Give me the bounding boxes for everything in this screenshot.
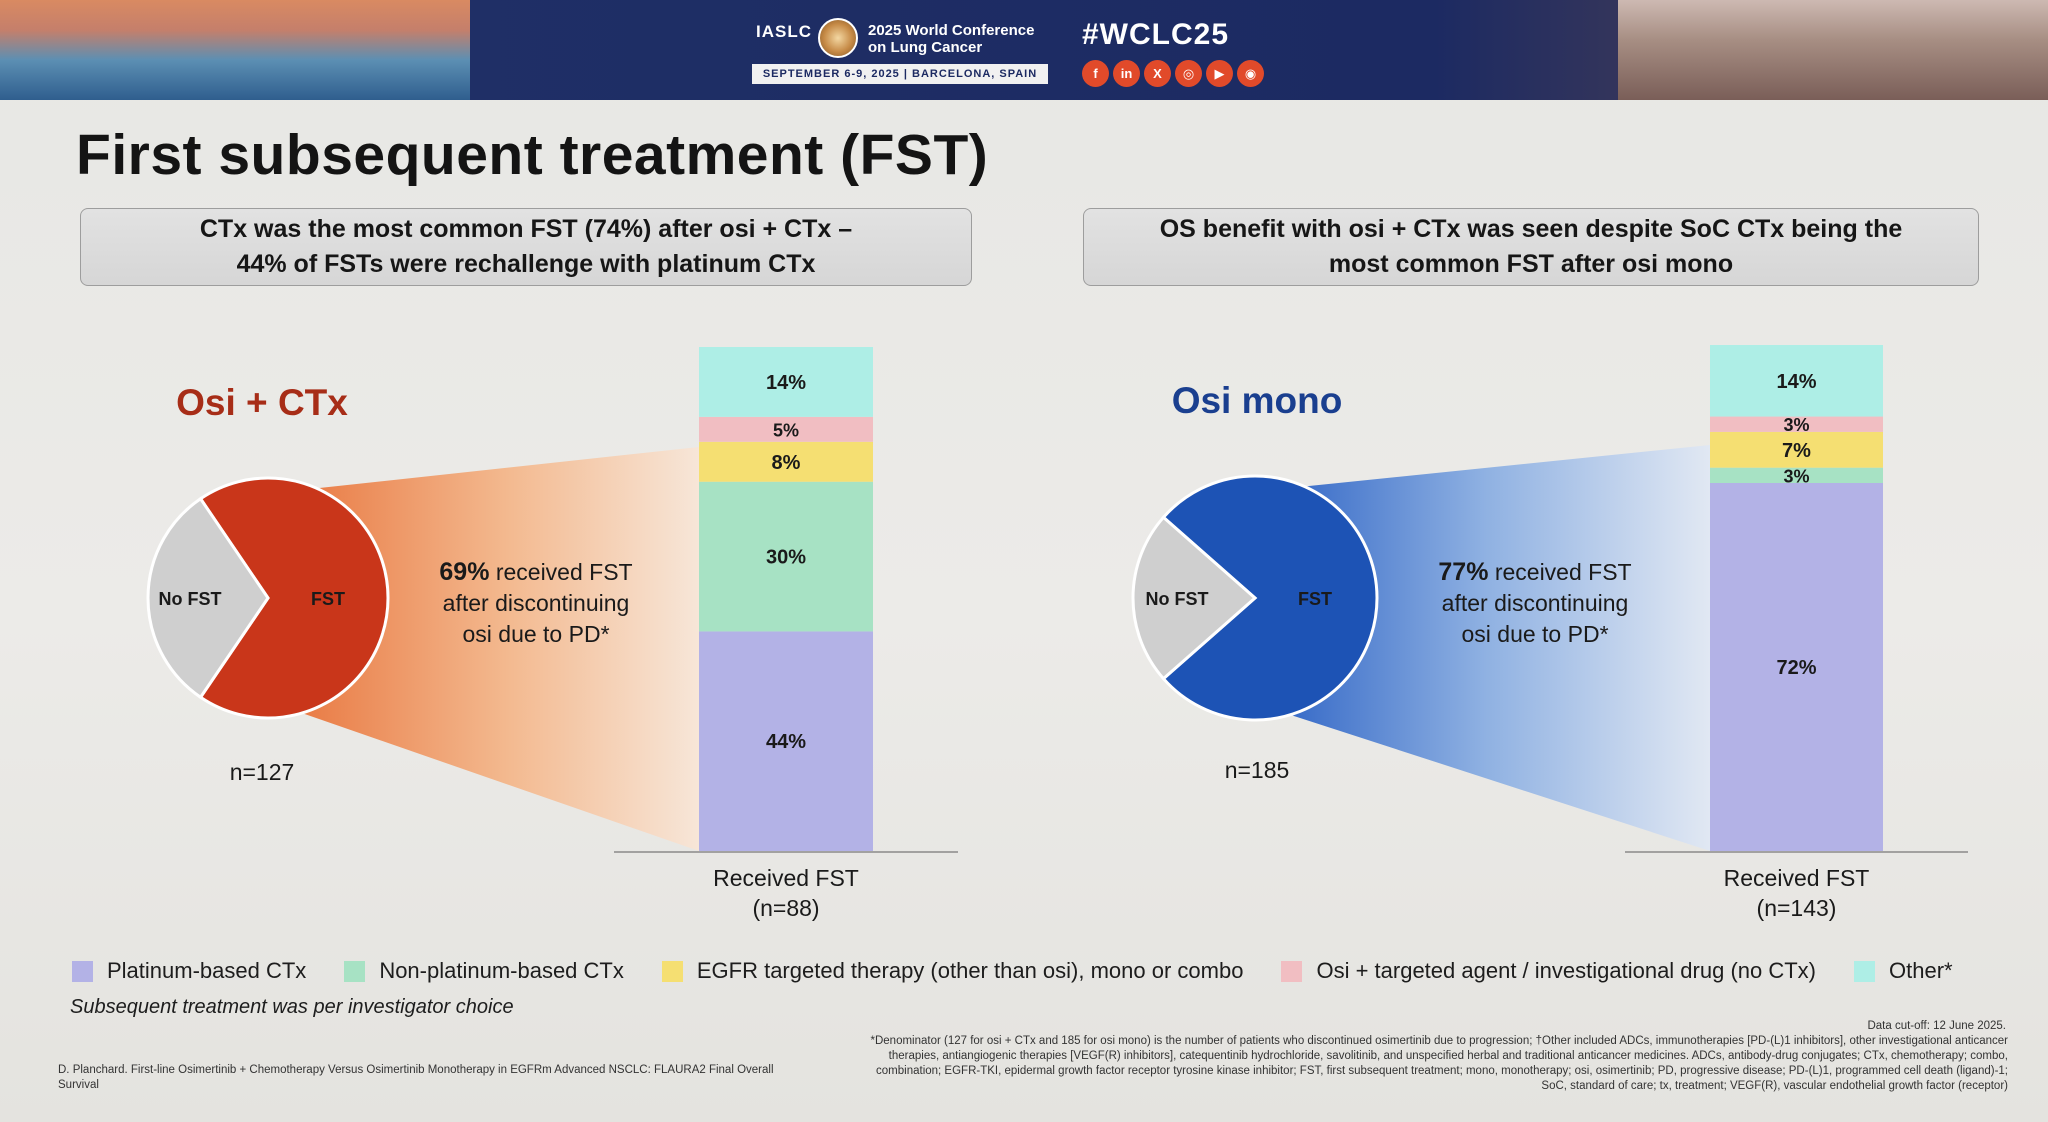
legend-item: EGFR targeted therapy (other than osi), … <box>661 958 1244 984</box>
wechat-icon[interactable]: ◉ <box>1237 60 1264 87</box>
barcelona-photo-right <box>1618 0 2048 100</box>
pie-slice-no-fst <box>146 496 270 700</box>
legend-label: Osi + targeted agent / investigational d… <box>1316 958 1817 983</box>
data-cutoff: Data cut-off: 12 June 2025. <box>1867 1020 2006 1032</box>
pie-label-fst: FST <box>311 589 345 609</box>
bar-data-label: 8% <box>772 452 801 474</box>
youtube-icon[interactable]: ▶ <box>1206 60 1233 87</box>
bar-data-label: 14% <box>1776 371 1816 393</box>
bar-segment <box>1710 345 1883 417</box>
pie-label-no-fst: No FST <box>159 589 222 609</box>
fst-annotation-line: after discontinuing <box>443 590 630 616</box>
bar-category-label: Received FST <box>1724 865 1870 891</box>
conference-name: 2025 World Conference on Lung Cancer <box>868 22 1035 56</box>
bar-segment <box>1710 467 1883 483</box>
bar-category-label: (n=143) <box>1757 895 1837 921</box>
fst-annotation-line: after discontinuing <box>1442 590 1629 616</box>
barcelona-photo-left <box>0 0 470 100</box>
bar-category-label: Received FST <box>713 865 859 891</box>
bar-segment <box>699 347 873 417</box>
bar-segment <box>1710 416 1883 432</box>
bar-data-label: 30% <box>766 547 806 569</box>
legend-swatch <box>1854 960 1876 982</box>
citation: D. Planchard. First-line Osimertinib + C… <box>58 1064 774 1091</box>
bar-segment <box>699 416 873 442</box>
bar-data-label: 5% <box>773 420 799 440</box>
bar-segment <box>699 631 873 851</box>
bar-data-label: 72% <box>1776 657 1816 679</box>
bar-segment <box>699 481 873 632</box>
bar-segment <box>1710 483 1883 851</box>
conference-dates: SEPTEMBER 6-9, 2025 | BARCELONA, SPAIN <box>752 64 1048 84</box>
legend-item: Other* <box>1854 958 1953 984</box>
legend-swatch <box>72 960 93 982</box>
legend-label: Platinum-based CTx <box>107 958 307 983</box>
pie-n-label: n=127 <box>230 759 295 785</box>
pie-label-fst: FST <box>1298 589 1332 609</box>
legend-swatch <box>1281 960 1303 982</box>
bar-segment <box>699 441 873 482</box>
legend-item: Platinum-based CTx <box>72 958 306 984</box>
pie-title: Osi mono <box>1172 380 1343 421</box>
bar-data-label: 44% <box>766 731 806 753</box>
iaslc-logo-text: IASLC <box>756 22 812 41</box>
facebook-icon[interactable]: f <box>1082 60 1109 87</box>
pie-slice-fst <box>198 476 390 720</box>
bar-data-label: 14% <box>766 372 806 394</box>
social-icons: f in X ◎ ▶ ◉ <box>1082 60 1264 87</box>
funnel-shape <box>273 447 699 851</box>
legend-item: Osi + targeted agent / investigational d… <box>1281 958 1816 984</box>
fst-annotation: 69% received FST <box>439 558 632 586</box>
conference-banner: IASLC 2025 World Conference on Lung Canc… <box>0 0 2048 100</box>
callout-left: CTx was the most common FST (74%) after … <box>80 208 972 286</box>
x-icon[interactable]: X <box>1144 60 1171 87</box>
pie-slice-no-fst <box>1131 515 1258 681</box>
conference-hashtag: #WCLC25 <box>1082 18 1230 51</box>
linkedin-icon[interactable]: in <box>1113 60 1140 87</box>
fst-annotation-line: osi due to PD* <box>462 621 609 647</box>
fst-annotation: 77% received FST <box>1438 558 1631 586</box>
footnote-investigator-choice: Subsequent treatment was per investigato… <box>70 996 514 1018</box>
slide-title: First subsequent treatment (FST) <box>76 123 989 187</box>
bar-category-label: (n=88) <box>752 895 819 921</box>
legend-label: Other* <box>1889 958 1953 983</box>
bar-data-label: 3% <box>1783 415 1809 435</box>
legend-swatch <box>661 960 683 982</box>
legend-label: Non-platinum-based CTx <box>379 958 624 983</box>
pie-n-label: n=185 <box>1225 757 1290 783</box>
legend-label: EGFR targeted therapy (other than osi), … <box>696 958 1244 983</box>
callout-right: OS benefit with osi + CTx was seen despi… <box>1083 208 1979 286</box>
pie-label-no-fst: No FST <box>1146 589 1209 609</box>
funnel-shape <box>1260 445 1710 851</box>
legend: Platinum-based CTx Non-platinum-based CTx… <box>72 958 1991 984</box>
bar-data-label: 7% <box>1782 440 1811 462</box>
bar-data-label: 3% <box>1783 466 1809 486</box>
fst-annotation-line: osi due to PD* <box>1461 621 1608 647</box>
conference-seal-icon <box>818 18 858 58</box>
legend-item: Non-platinum-based CTx <box>344 958 624 984</box>
abbreviations-footnote: *Denominator (127 for osi + CTx and 185 … <box>870 1035 2009 1092</box>
bar-segment <box>1710 431 1883 468</box>
conference-logo: IASLC 2025 World Conference on Lung Canc… <box>752 16 1052 88</box>
pie-title: Osi + CTx <box>176 382 348 423</box>
legend-swatch <box>344 960 366 982</box>
pie-slice-fst <box>1161 474 1379 722</box>
instagram-icon[interactable]: ◎ <box>1175 60 1202 87</box>
